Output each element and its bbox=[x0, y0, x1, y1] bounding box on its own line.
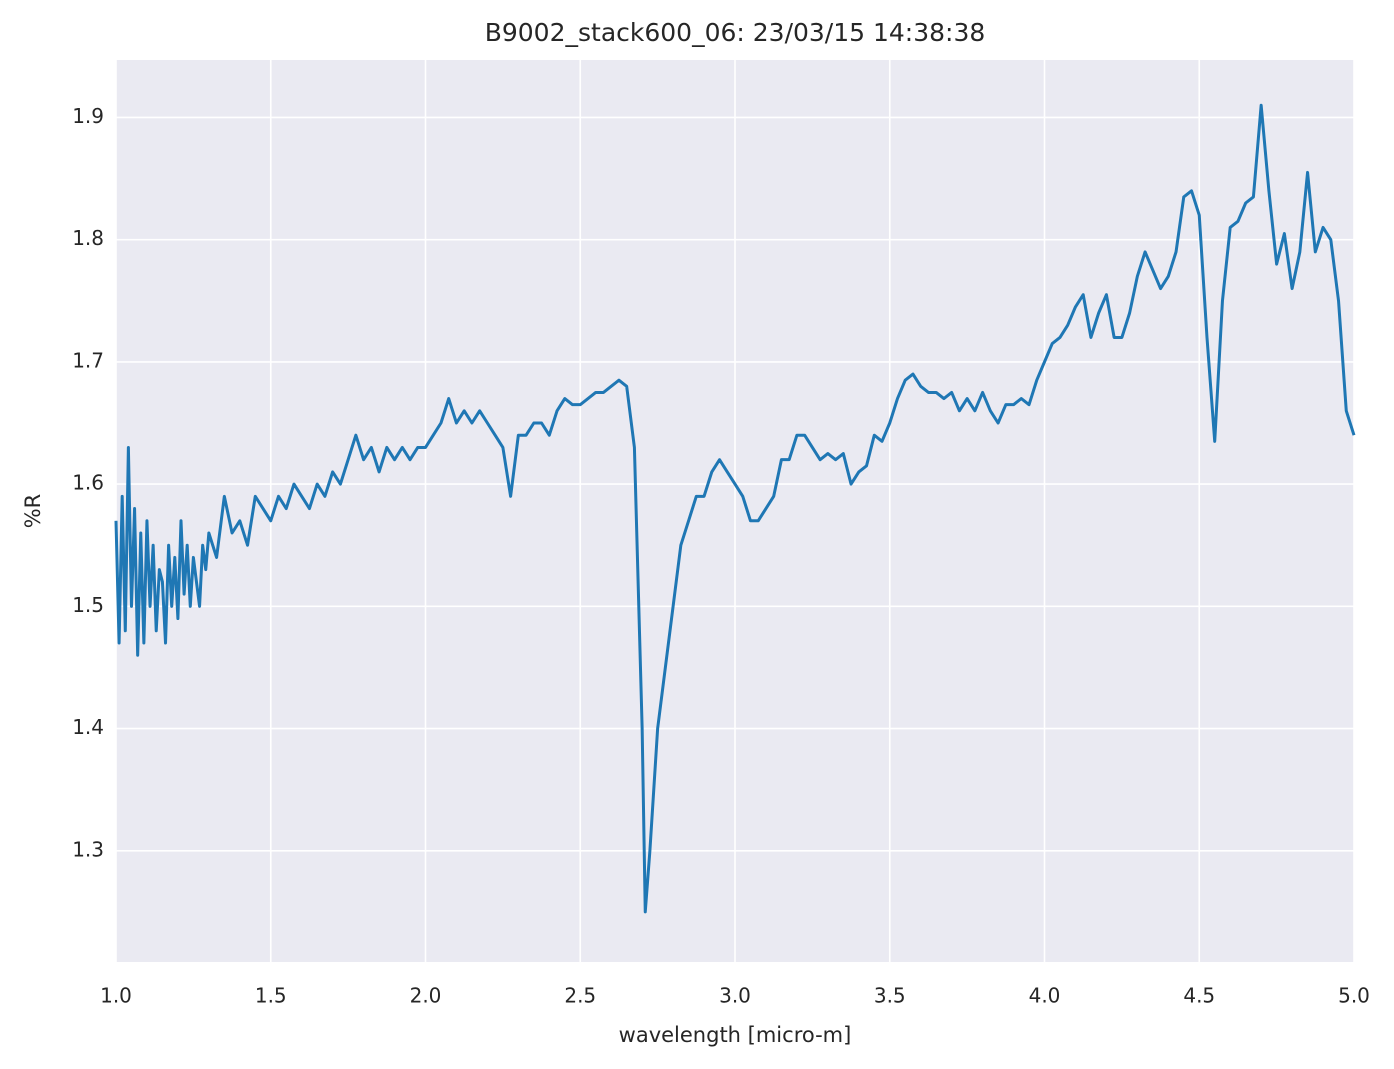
x-axis-label: wavelength [micro-m] bbox=[619, 1023, 852, 1047]
y-tick-label: 1.8 bbox=[72, 226, 104, 250]
x-tick-label: 5.0 bbox=[1338, 984, 1370, 1008]
x-tick-label: 1.0 bbox=[100, 984, 132, 1008]
y-tick-label: 1.5 bbox=[72, 593, 104, 617]
x-tick-label: 2.0 bbox=[410, 984, 442, 1008]
x-tick-label: 4.0 bbox=[1029, 984, 1061, 1008]
y-axis-label: %R bbox=[21, 494, 45, 529]
data-line bbox=[114, 103, 1356, 914]
x-tick-label: 1.5 bbox=[255, 984, 287, 1008]
y-tick-label: 1.9 bbox=[72, 104, 104, 128]
x-tick-label: 4.5 bbox=[1183, 984, 1215, 1008]
x-tick-label: 3.0 bbox=[719, 984, 751, 1008]
chart-title: B9002_stack600_06: 23/03/15 14:38:38 bbox=[485, 18, 986, 47]
x-tick-label: 3.5 bbox=[874, 984, 906, 1008]
y-tick-label: 1.3 bbox=[72, 837, 104, 861]
y-tick-label: 1.7 bbox=[72, 348, 104, 372]
y-tick-label: 1.4 bbox=[72, 715, 104, 739]
y-tick-label: 1.6 bbox=[72, 471, 104, 495]
x-tick-label: 2.5 bbox=[564, 984, 596, 1008]
